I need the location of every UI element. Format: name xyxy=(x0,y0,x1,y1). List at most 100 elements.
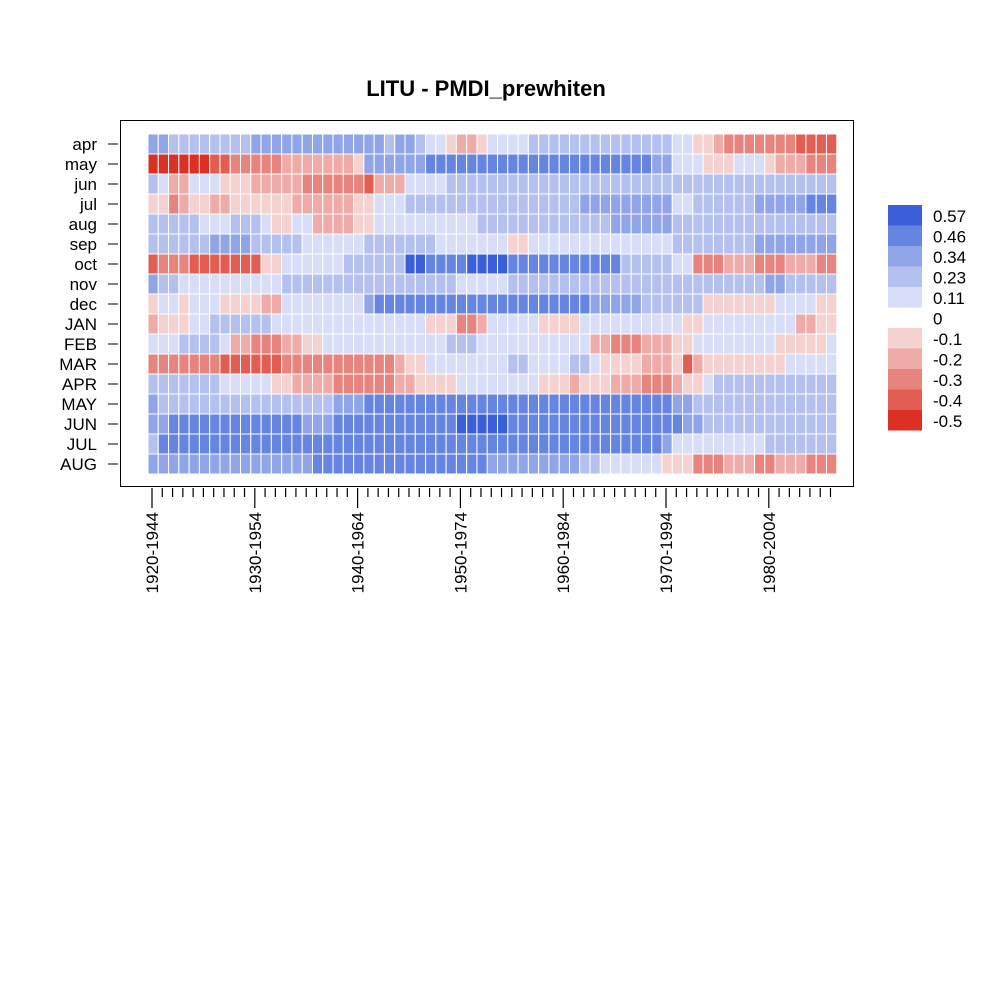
heatmap-cell xyxy=(712,413,725,435)
heatmap-cell xyxy=(743,153,756,175)
heatmap-cell xyxy=(332,253,344,275)
heatmap-cell xyxy=(332,373,344,395)
heatmap-cell xyxy=(640,253,653,275)
heatmap-cell xyxy=(825,273,838,295)
heatmap-cell xyxy=(661,413,673,435)
heatmap-cell xyxy=(517,233,529,255)
heatmap-cell xyxy=(219,213,231,235)
heatmap-cell xyxy=(332,353,344,375)
heatmap-cell xyxy=(538,153,550,175)
heatmap-cell xyxy=(250,373,262,395)
heatmap-cell xyxy=(486,213,499,235)
heatmap-cell xyxy=(723,413,735,435)
heatmap-cell xyxy=(497,213,509,235)
heatmap-cell xyxy=(774,433,786,455)
heatmap-cell xyxy=(322,193,334,215)
heatmap-cell xyxy=(342,153,355,175)
heatmap-cell xyxy=(435,213,447,235)
heatmap-cell xyxy=(548,453,560,475)
heatmap-cell xyxy=(661,133,673,155)
heatmap-cell xyxy=(795,453,807,475)
heatmap-cell xyxy=(332,133,344,155)
heatmap-cell xyxy=(774,293,786,315)
heatmap-cell xyxy=(815,313,827,335)
heatmap-cell xyxy=(229,333,242,355)
heatmap-cell xyxy=(733,273,745,295)
heatmap-cell xyxy=(640,373,653,395)
heatmap-cell xyxy=(219,293,231,315)
heatmap-cell xyxy=(620,213,632,235)
heatmap-cell xyxy=(568,353,581,375)
heatmap-cell xyxy=(301,233,313,255)
heatmap-cell xyxy=(466,293,478,315)
heatmap-cell xyxy=(661,173,673,195)
heatmap-cell xyxy=(240,173,252,195)
heatmap-cell xyxy=(630,153,642,175)
heatmap-cell xyxy=(743,433,756,455)
heatmap-cell xyxy=(743,373,756,395)
heatmap-cell xyxy=(640,153,653,175)
heatmap-cell xyxy=(723,173,735,195)
heatmap-cell xyxy=(250,433,262,455)
heatmap-cell xyxy=(311,153,324,175)
heatmap-cell xyxy=(517,393,529,415)
heatmap-cell xyxy=(342,333,355,355)
heatmap-cell xyxy=(466,313,478,335)
heatmap-cell xyxy=(219,153,231,175)
heatmap-cell xyxy=(291,273,303,295)
heatmap-cell xyxy=(815,253,827,275)
heatmap-cell xyxy=(527,413,540,435)
heatmap-cell xyxy=(764,233,776,255)
heatmap-cell xyxy=(301,373,313,395)
heatmap-cell xyxy=(425,233,437,255)
legend-swatch xyxy=(888,389,922,410)
heatmap-cell xyxy=(281,393,293,415)
heatmap-cell xyxy=(733,173,745,195)
heatmap-cell xyxy=(198,253,211,275)
heatmap-cell xyxy=(774,373,786,395)
heatmap-cell xyxy=(240,353,252,375)
heatmap-cell xyxy=(445,233,457,255)
heatmap-cell xyxy=(219,393,231,415)
heatmap-cell xyxy=(692,253,704,275)
heatmap-cell xyxy=(568,133,581,155)
color-legend: 0.57 0.460.34 0.230.11 0-0.1 -0.2-0.3 -0.4-0.… xyxy=(888,205,966,431)
heatmap-cell xyxy=(497,173,509,195)
heatmap-cell xyxy=(394,293,406,315)
heatmap-cells xyxy=(147,133,838,475)
heatmap-cell xyxy=(373,413,385,435)
heatmap-cell xyxy=(363,133,375,155)
heatmap-cell xyxy=(342,213,355,235)
heatmap-cell xyxy=(209,453,221,475)
heatmap-cell xyxy=(630,253,642,275)
heatmap-cell xyxy=(363,373,375,395)
heatmap-cell xyxy=(795,233,807,255)
heatmap-cell xyxy=(281,293,293,315)
heatmap-cell xyxy=(805,213,817,235)
heatmap-cell xyxy=(599,393,612,415)
heatmap-cell xyxy=(497,353,509,375)
heatmap-cell xyxy=(435,273,447,295)
heatmap-cell xyxy=(383,213,396,235)
heatmap-cell xyxy=(754,253,766,275)
heatmap-cell xyxy=(240,293,252,315)
heatmap-cell xyxy=(486,173,499,195)
heatmap-cell xyxy=(671,273,684,295)
heatmap-cell xyxy=(445,293,457,315)
heatmap-cell xyxy=(476,233,488,255)
heatmap-cell xyxy=(240,453,252,475)
heatmap-cell xyxy=(342,293,355,315)
heatmap-cell xyxy=(168,313,180,335)
heatmap-cell xyxy=(291,453,303,475)
heatmap-cell xyxy=(784,193,797,215)
heatmap-cell xyxy=(404,173,416,195)
heatmap-cell xyxy=(640,273,653,295)
heatmap-cell xyxy=(147,273,159,295)
heatmap-cell xyxy=(692,293,704,315)
heatmap-cell xyxy=(219,353,231,375)
heatmap-cell xyxy=(517,353,529,375)
heatmap-cell xyxy=(599,133,612,155)
heatmap-cell xyxy=(497,233,509,255)
heatmap-cell xyxy=(702,313,714,335)
row-label: MAR xyxy=(59,355,97,374)
